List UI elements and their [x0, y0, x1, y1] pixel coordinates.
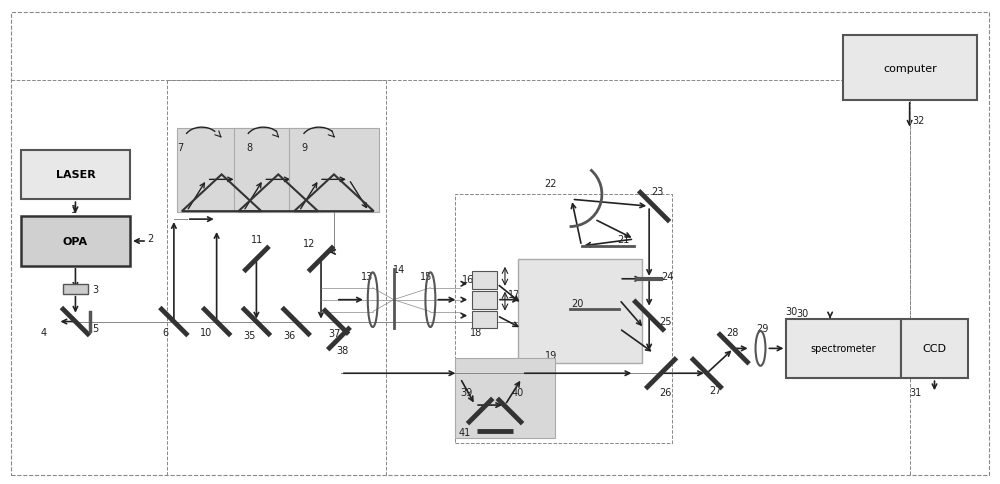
Text: 10: 10 [200, 328, 212, 338]
Text: 19: 19 [545, 350, 557, 361]
FancyBboxPatch shape [21, 150, 130, 200]
Text: 29: 29 [757, 324, 769, 334]
FancyBboxPatch shape [472, 311, 497, 329]
Text: 2: 2 [147, 233, 153, 243]
Text: 22: 22 [545, 179, 557, 189]
Text: LASER: LASER [56, 170, 95, 180]
FancyBboxPatch shape [472, 271, 497, 289]
Text: spectrometer: spectrometer [811, 344, 876, 354]
Text: computer: computer [883, 63, 937, 74]
Text: 12: 12 [303, 239, 316, 248]
Text: 37: 37 [328, 329, 340, 339]
Text: 8: 8 [246, 142, 253, 152]
Text: 27: 27 [709, 385, 721, 395]
Text: 24: 24 [661, 271, 673, 281]
FancyBboxPatch shape [234, 128, 323, 213]
FancyBboxPatch shape [518, 259, 642, 363]
Text: 18: 18 [470, 328, 482, 338]
Text: 40: 40 [512, 387, 524, 397]
Text: 1: 1 [70, 205, 77, 215]
FancyBboxPatch shape [786, 319, 901, 378]
FancyBboxPatch shape [289, 128, 379, 213]
Text: 11: 11 [251, 235, 264, 244]
FancyBboxPatch shape [843, 36, 977, 101]
Text: 13: 13 [361, 271, 373, 281]
Text: CCD: CCD [922, 344, 946, 354]
Text: 17: 17 [508, 289, 520, 299]
Text: 41: 41 [458, 427, 470, 437]
Text: 6: 6 [162, 328, 168, 338]
Text: 30: 30 [785, 306, 798, 316]
Text: 9: 9 [301, 142, 307, 152]
Text: 3: 3 [92, 284, 98, 294]
Text: 5: 5 [92, 324, 99, 334]
Text: 36: 36 [283, 331, 295, 341]
Text: 31: 31 [910, 387, 922, 397]
FancyBboxPatch shape [455, 359, 555, 438]
Text: 4: 4 [41, 328, 47, 338]
FancyBboxPatch shape [21, 217, 130, 266]
Text: 21: 21 [617, 235, 630, 244]
Text: 16: 16 [462, 274, 474, 284]
Text: 35: 35 [243, 331, 256, 341]
Text: 20: 20 [572, 298, 584, 308]
Text: 28: 28 [727, 328, 739, 338]
FancyBboxPatch shape [901, 319, 968, 378]
Text: 7: 7 [177, 142, 183, 152]
Text: 26: 26 [659, 387, 671, 397]
Text: 39: 39 [460, 387, 472, 397]
Text: 38: 38 [336, 346, 348, 356]
Text: 32: 32 [913, 116, 925, 125]
FancyBboxPatch shape [177, 128, 266, 213]
Text: OPA: OPA [63, 237, 88, 246]
FancyBboxPatch shape [472, 291, 497, 309]
Text: 23: 23 [651, 187, 664, 197]
Text: 25: 25 [659, 316, 672, 326]
FancyBboxPatch shape [63, 284, 88, 294]
Text: 15: 15 [419, 271, 432, 281]
Text: 30: 30 [796, 308, 809, 318]
Text: 14: 14 [393, 264, 405, 274]
